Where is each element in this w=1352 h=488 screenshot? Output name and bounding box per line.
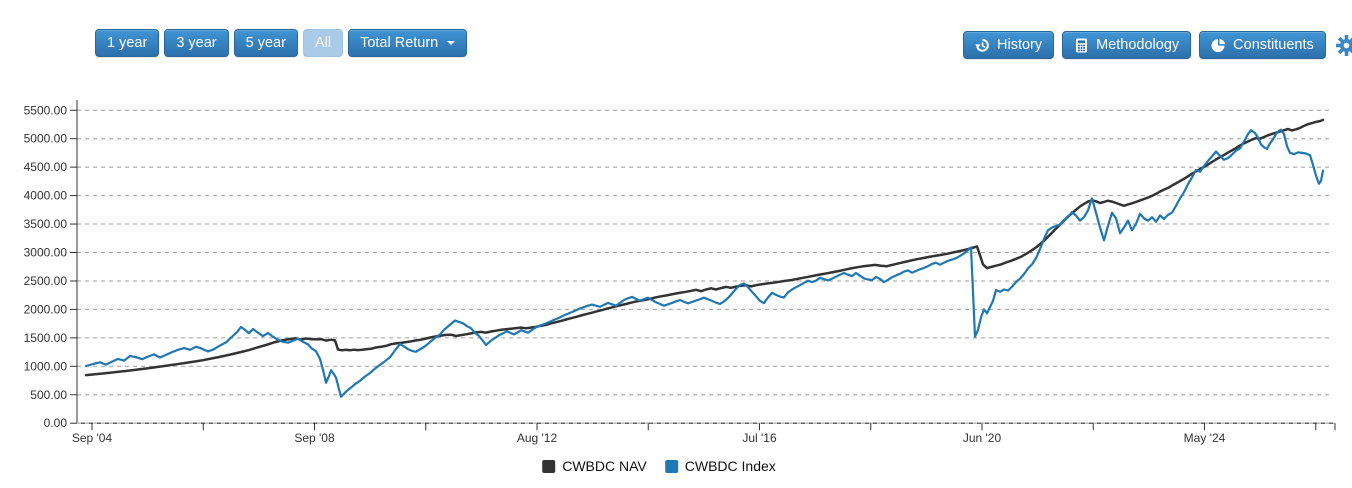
range-toolbar: 1 year 3 year 5 year All Total Return — [95, 29, 467, 57]
svg-text:Sep '08: Sep '08 — [294, 431, 335, 445]
svg-text:4000.00: 4000.00 — [24, 189, 68, 203]
svg-text:1000.00: 1000.00 — [24, 359, 68, 373]
range-all-button[interactable]: All — [303, 29, 343, 57]
svg-text:4500.00: 4500.00 — [24, 160, 68, 174]
methodology-button[interactable]: Methodology — [1062, 31, 1191, 59]
history-label: History — [997, 38, 1042, 53]
total-return-label: Total Return — [360, 36, 438, 51]
svg-text:5000.00: 5000.00 — [24, 132, 68, 146]
gear-icon[interactable] — [1336, 35, 1352, 56]
constituents-button[interactable]: Constituents — [1199, 31, 1326, 59]
methodology-label: Methodology — [1096, 38, 1179, 53]
constituents-label: Constituents — [1233, 38, 1314, 53]
svg-text:3000.00: 3000.00 — [24, 246, 68, 260]
cwbdc-nav-swatch — [542, 460, 555, 473]
pie-chart-icon — [1211, 38, 1226, 53]
svg-text:5500.00: 5500.00 — [24, 103, 68, 117]
cwbdc-nav-label: CWBDC NAV — [562, 458, 647, 474]
y-axis: 0.00 500.00 1000.00 1500.00 2000.00 2500.00 30… — [24, 103, 77, 430]
svg-text:Jul '16: Jul '16 — [742, 431, 777, 445]
cwbdc-index-swatch — [665, 460, 678, 473]
history-button[interactable]: History — [963, 31, 1054, 59]
action-toolbar: History Methodology Constituents — [963, 31, 1352, 59]
svg-text:500.00: 500.00 — [30, 388, 67, 402]
chart-legend: CWBDC NAV CWBDC Index — [542, 458, 776, 474]
chevron-down-icon — [447, 41, 455, 45]
svg-text:1500.00: 1500.00 — [24, 331, 68, 345]
svg-text:Sep '04: Sep '04 — [72, 431, 113, 445]
svg-text:May '24: May '24 — [1184, 431, 1226, 445]
range-1year-button[interactable]: 1 year — [95, 29, 159, 57]
svg-text:0.00: 0.00 — [44, 416, 68, 430]
history-icon — [975, 38, 990, 53]
range-3year-button[interactable]: 3 year — [164, 29, 228, 57]
legend-item-cwbdc-index[interactable]: CWBDC Index — [665, 458, 776, 474]
svg-text:Jun '20: Jun '20 — [963, 431, 1002, 445]
total-return-dropdown[interactable]: Total Return — [348, 29, 467, 57]
svg-text:2000.00: 2000.00 — [24, 302, 68, 316]
cwbdc-index-label: CWBDC Index — [685, 458, 776, 474]
svg-text:Aug '12: Aug '12 — [517, 431, 558, 445]
plot-area[interactable] — [77, 100, 1335, 423]
svg-text:2500.00: 2500.00 — [24, 274, 68, 288]
range-5year-button[interactable]: 5 year — [234, 29, 298, 57]
calculator-icon — [1074, 38, 1089, 53]
svg-text:3500.00: 3500.00 — [24, 217, 68, 231]
legend-item-cwbdc-nav[interactable]: CWBDC NAV — [542, 458, 647, 474]
